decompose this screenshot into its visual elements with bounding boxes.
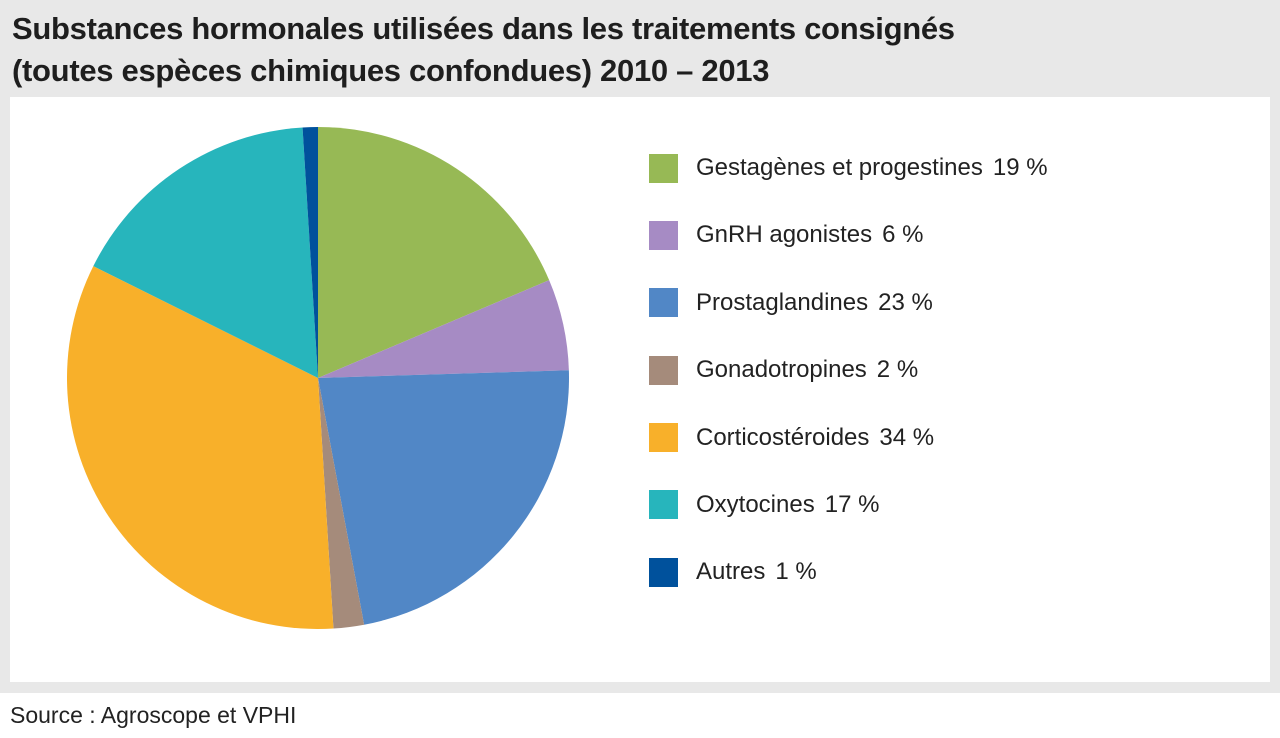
legend-item-autres: Autres 1 % bbox=[649, 557, 1048, 587]
legend-label: Prostaglandines bbox=[696, 288, 869, 316]
legend-swatch bbox=[649, 557, 678, 587]
legend-swatch bbox=[649, 423, 678, 453]
chart-panel: Gestagènes et progestines 19 % GnRH agonis… bbox=[10, 97, 1270, 682]
legend-value: 34 % bbox=[879, 423, 935, 451]
pie-slice-gestagenes-et-progestines bbox=[318, 127, 550, 378]
legend-value: 17 % bbox=[824, 490, 880, 518]
legend-swatch bbox=[649, 220, 678, 250]
legend-value: 1 % bbox=[775, 558, 817, 586]
legend-item-corticosteroides: Corticostéroides 34 % bbox=[649, 423, 1048, 453]
pie-slice-prostaglandines bbox=[318, 370, 569, 625]
legend-value: 19 % bbox=[992, 154, 1048, 181]
pie-slice-gnrh-agonistes bbox=[318, 280, 569, 378]
legend-item-oxytocines: Oxytocines 17 % bbox=[649, 490, 1048, 520]
legend-item-prostaglandines: Prostaglandines 23 % bbox=[649, 288, 1048, 318]
legend-value: 6 % bbox=[882, 221, 924, 249]
legend-swatch bbox=[649, 288, 678, 318]
legend-item-gestagenes-et-progestines: Gestagènes et progestines 19 % bbox=[649, 153, 1048, 183]
legend-swatch bbox=[649, 355, 678, 385]
legend-label: Corticostéroides bbox=[696, 423, 870, 451]
legend-swatch bbox=[649, 153, 678, 183]
chart-title-line-1: Substances hormonales utilisées dans les… bbox=[12, 11, 955, 46]
legend-item-gnrh-agonistes: GnRH agonistes 6 % bbox=[649, 220, 1048, 250]
legend-value: 2 % bbox=[876, 356, 919, 384]
legend-label: GnRH agonistes bbox=[696, 221, 873, 249]
pie-slice-autres bbox=[302, 127, 318, 378]
pie-slice-corticosteroides bbox=[67, 266, 334, 629]
legend-label: Autres bbox=[696, 558, 766, 586]
legend-item-gonadotropines: Gonadotropines 2 % bbox=[649, 355, 1048, 385]
legend-label: Oxytocines bbox=[696, 490, 815, 518]
pie-chart bbox=[67, 127, 569, 629]
legend: Gestagènes et progestines 19 % GnRH agonis… bbox=[649, 153, 1048, 626]
source-note: Source : Agroscope et VPHI bbox=[10, 702, 297, 728]
legend-label: Gonadotropines bbox=[696, 356, 867, 384]
chart-title-line-2: (toutes espèces chimiques confondues) 20… bbox=[12, 53, 770, 88]
chart-title: Substances hormonales utilisées dans les… bbox=[12, 8, 1252, 92]
legend-label: Gestagènes et progestines bbox=[696, 154, 983, 181]
legend-swatch bbox=[649, 490, 678, 520]
pie-slice-oxytocines bbox=[93, 127, 318, 378]
legend-value: 23 % bbox=[878, 288, 933, 316]
pie-slice-gonadotropines bbox=[318, 378, 365, 629]
